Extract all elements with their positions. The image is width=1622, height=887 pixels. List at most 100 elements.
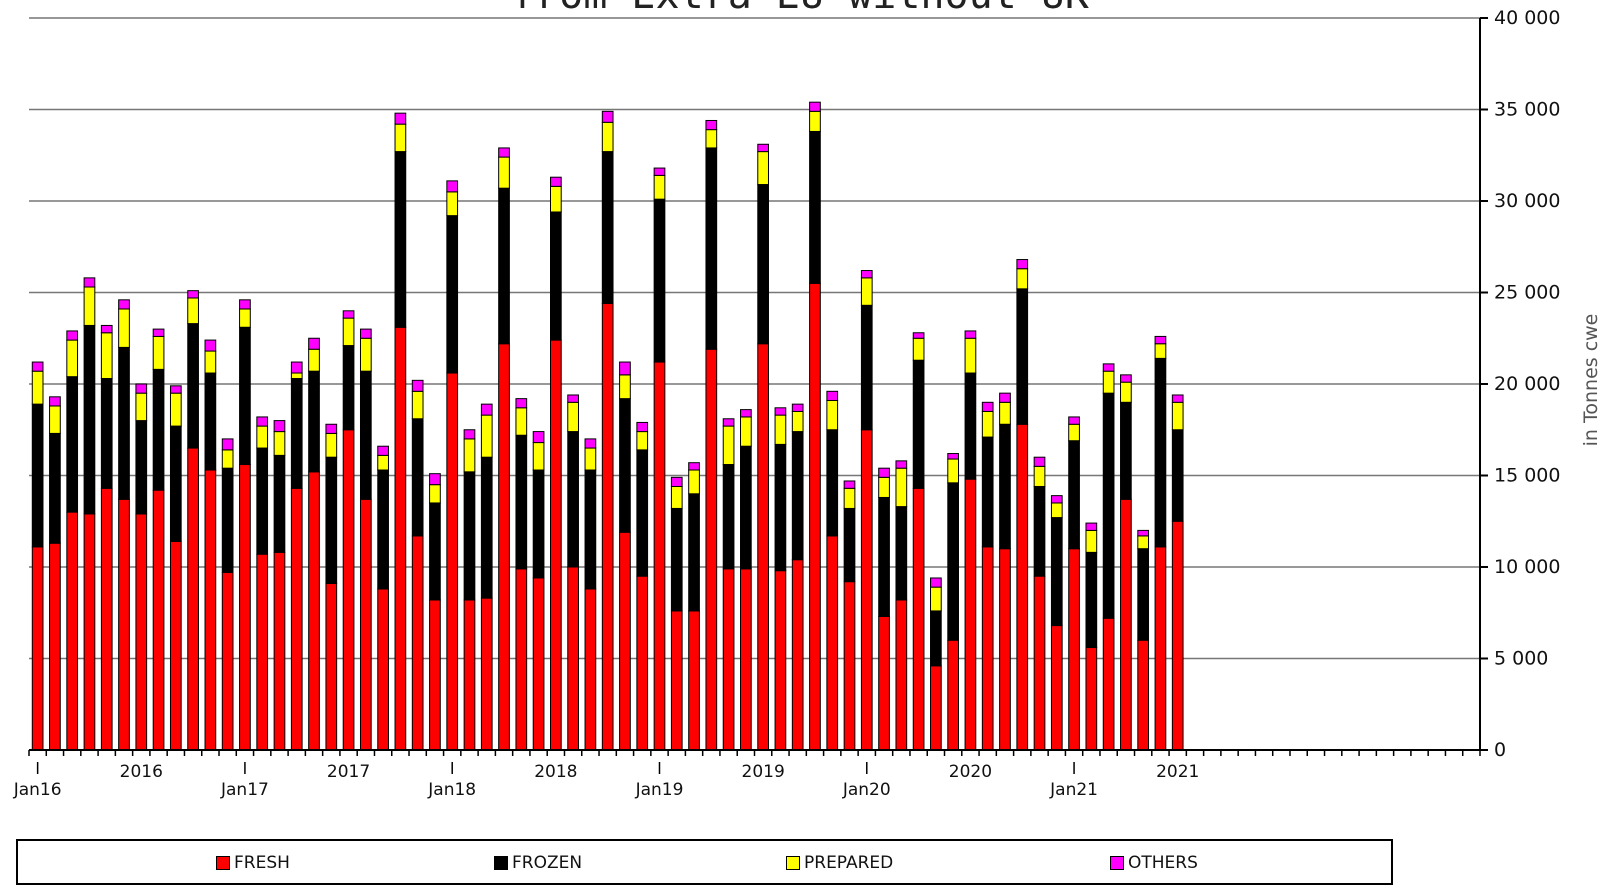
bar-fresh-2018-10 bbox=[601, 302, 614, 751]
y-tick-label: 20 000 bbox=[1494, 373, 1560, 395]
bar-others-2020-01 bbox=[860, 270, 873, 279]
bar-fresh-2020-07 bbox=[964, 478, 977, 751]
bar-prepared-2017-08 bbox=[359, 337, 372, 372]
bar-frozen-2020-11 bbox=[1033, 485, 1046, 577]
legend-item-others: OTHERS bbox=[1110, 853, 1198, 873]
bar-fresh-2020-04 bbox=[912, 487, 925, 751]
bar-fresh-2017-08 bbox=[359, 498, 372, 751]
bar-prepared-2019-05 bbox=[722, 425, 735, 466]
bar-prepared-2018-11 bbox=[619, 374, 631, 400]
bar-others-2018-12 bbox=[636, 421, 649, 433]
bar-frozen-2017-10 bbox=[394, 151, 407, 328]
bar-fresh-2018-06 bbox=[532, 577, 545, 751]
bar-fresh-2017-07 bbox=[342, 429, 355, 751]
bar-others-2016-07 bbox=[135, 383, 148, 394]
bar-frozen-2020-04 bbox=[912, 359, 925, 489]
bar-fresh-2017-10 bbox=[394, 326, 407, 751]
bar-frozen-2016-02 bbox=[49, 432, 61, 544]
legend-item-fresh: FRESH bbox=[216, 853, 290, 873]
bar-fresh-2019-04 bbox=[705, 348, 718, 751]
bar-fresh-2020-06 bbox=[947, 639, 959, 751]
bar-fresh-2018-12 bbox=[636, 575, 649, 751]
bar-fresh-2017-05 bbox=[308, 471, 320, 751]
bar-prepared-2016-06 bbox=[118, 308, 130, 348]
bar-fresh-2018-05 bbox=[515, 568, 528, 751]
bar-others-2017-03 bbox=[273, 420, 286, 433]
y-tick-label: 0 bbox=[1494, 739, 1506, 761]
bar-frozen-2018-04 bbox=[498, 187, 510, 345]
bar-prepared-2018-01 bbox=[446, 191, 459, 217]
y-tick-label: 10 000 bbox=[1494, 556, 1560, 578]
bar-others-2021-01 bbox=[1068, 416, 1080, 425]
legend-swatch-fresh bbox=[216, 856, 230, 870]
bar-others-2020-02 bbox=[878, 467, 890, 478]
bar-prepared-2019-10 bbox=[809, 110, 821, 132]
bar-others-2016-05 bbox=[100, 324, 113, 334]
bar-others-2020-05 bbox=[930, 577, 942, 588]
gridlines bbox=[29, 17, 1480, 660]
bar-fresh-2021-04 bbox=[1120, 498, 1132, 751]
bar-prepared-2018-02 bbox=[463, 438, 476, 473]
bar-others-2021-07 bbox=[1171, 394, 1184, 403]
bar-others-2017-07 bbox=[342, 310, 355, 319]
bar-fresh-2019-02 bbox=[670, 610, 683, 751]
x-year-label: 2019 bbox=[742, 762, 785, 782]
bar-prepared-2016-08 bbox=[152, 335, 165, 370]
bar-others-2016-12 bbox=[221, 438, 234, 451]
bar-frozen-2017-05 bbox=[308, 370, 320, 473]
bar-fresh-2018-07 bbox=[550, 339, 562, 751]
bar-others-2019-07 bbox=[757, 143, 769, 153]
bar-frozen-2018-01 bbox=[446, 215, 459, 374]
bar-others-2020-08 bbox=[981, 401, 994, 412]
bar-frozen-2020-07 bbox=[964, 372, 977, 480]
x-month-label: Jan20 bbox=[842, 780, 891, 800]
bar-fresh-2016-10 bbox=[187, 447, 199, 751]
bar-fresh-2016-04 bbox=[83, 513, 96, 751]
bar-others-2017-02 bbox=[256, 416, 269, 427]
bar-prepared-2021-03 bbox=[1102, 370, 1115, 394]
bar-fresh-2016-11 bbox=[204, 469, 217, 751]
bar-fresh-2019-01 bbox=[653, 361, 666, 751]
bar-frozen-2016-03 bbox=[66, 376, 79, 513]
bar-prepared-2019-01 bbox=[653, 174, 666, 200]
bar-prepared-2017-03 bbox=[273, 431, 286, 456]
bar-fresh-2019-07 bbox=[757, 343, 769, 751]
bar-fresh-2019-10 bbox=[809, 282, 821, 751]
bar-fresh-2020-09 bbox=[999, 548, 1011, 751]
bar-fresh-2017-12 bbox=[429, 599, 441, 751]
bar-others-2019-10 bbox=[809, 101, 821, 112]
bar-others-2021-06 bbox=[1154, 335, 1167, 345]
bar-prepared-2017-04 bbox=[290, 372, 303, 380]
bar-prepared-2020-03 bbox=[895, 467, 908, 508]
bar-others-2017-09 bbox=[377, 445, 389, 456]
bar-prepared-2017-11 bbox=[411, 390, 424, 420]
bar-fresh-2020-08 bbox=[981, 546, 994, 751]
bar-frozen-2020-03 bbox=[895, 506, 908, 601]
bar-frozen-2018-07 bbox=[550, 211, 562, 341]
bar-frozen-2017-06 bbox=[325, 456, 338, 584]
bar-fresh-2018-09 bbox=[584, 588, 597, 751]
legend-label-prepared: PREPARED bbox=[804, 853, 894, 873]
bar-fresh-2018-08 bbox=[567, 566, 579, 751]
bar-frozen-2020-01 bbox=[860, 304, 873, 431]
bar-fresh-2018-11 bbox=[619, 531, 631, 751]
legend: FRESH FROZEN PREPARED OTHERS bbox=[16, 839, 1393, 885]
bar-prepared-2019-06 bbox=[740, 416, 752, 447]
bar-frozen-2018-06 bbox=[532, 469, 545, 579]
bar-frozen-2021-01 bbox=[1068, 440, 1080, 550]
bar-frozen-2016-11 bbox=[204, 372, 217, 471]
bar-others-2016-08 bbox=[152, 328, 165, 337]
bar-frozen-2020-06 bbox=[947, 482, 959, 641]
bar-prepared-2020-05 bbox=[930, 586, 942, 612]
legend-label-frozen: FROZEN bbox=[512, 853, 583, 873]
bar-others-2018-07 bbox=[550, 176, 562, 187]
bar-others-2018-10 bbox=[601, 110, 614, 123]
axes: 0 5 000 10 000 15 000 20 000 25 000 30 000 35 0… bbox=[13, 7, 1561, 800]
bar-fresh-2018-02 bbox=[463, 599, 476, 751]
bar-frozen-2020-08 bbox=[981, 436, 994, 548]
bar-frozen-2018-02 bbox=[463, 471, 476, 601]
bar-frozen-2016-08 bbox=[152, 368, 165, 491]
legend-item-prepared: PREPARED bbox=[786, 853, 893, 873]
y-tick-label: 35 000 bbox=[1494, 99, 1560, 121]
bar-prepared-2018-04 bbox=[498, 156, 510, 189]
